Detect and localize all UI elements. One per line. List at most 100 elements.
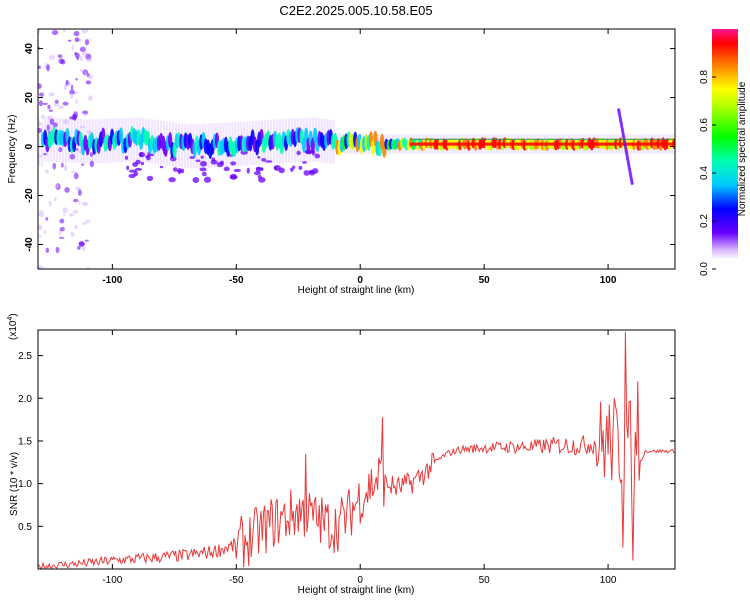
- spectrogram-noise: [68, 116, 75, 120]
- spectrogram-blob: [140, 161, 145, 166]
- spectrogram-blob: [233, 168, 242, 173]
- spectrogram-noise: [38, 154, 42, 158]
- spectrogram-x-tick-label: 50: [479, 275, 491, 286]
- spectrogram-streak: [622, 135, 626, 139]
- spectrogram-noise: [71, 44, 74, 51]
- spectrogram-streak: [628, 169, 632, 173]
- spectrogram-noise: [57, 54, 63, 59]
- spectrogram-blob: [146, 175, 154, 182]
- snr-panel: -100 -50 0 50 100 0.5 1.0 1.5 2.0 2.5 Height of …: [7, 313, 676, 596]
- spectrogram-noise: [82, 50, 88, 56]
- spectrogram-blob: [126, 165, 130, 171]
- spectrogram-panel: -100 -50 0 50 100 -40 -20 0 20 40 Height of stra…: [7, 28, 676, 296]
- spectrogram-noise: [49, 118, 55, 125]
- spectrogram-noise: [78, 201, 81, 205]
- spectrogram-noise: [84, 39, 90, 46]
- spectrogram-noise: [38, 127, 43, 133]
- spectrogram-noise: [48, 200, 52, 207]
- snr-y-tick-label: 2.0: [18, 394, 32, 405]
- spectrogram-noise: [77, 189, 82, 196]
- spectrogram-y-tick-label: 0: [24, 143, 35, 149]
- spectrogram-noise: [86, 58, 93, 62]
- snr-x-axis-label: Height of straight line (km): [298, 585, 415, 596]
- spectrogram-noise: [46, 64, 50, 72]
- spectrogram-blob: [229, 173, 238, 180]
- spectrogram-noise: [73, 198, 79, 203]
- spectrogram-noise: [81, 163, 85, 166]
- spectrogram-noise: [62, 29, 66, 33]
- spectrogram-streak: [622, 140, 627, 144]
- spectrogram-blob: [290, 167, 294, 172]
- spectrogram-streak: [627, 164, 631, 168]
- spectrogram-streak: [624, 147, 628, 151]
- spectrogram-noise: [43, 229, 47, 235]
- svg-text:(x104): (x104): [7, 313, 19, 340]
- spectrogram-streak: [621, 130, 625, 134]
- spectrogram-blob: [314, 153, 321, 159]
- spectrogram-noise: [52, 122, 58, 128]
- snr-plot-area: [38, 330, 675, 569]
- spectrogram-blob: [203, 176, 212, 183]
- spectrogram-noise: [75, 98, 78, 105]
- spectrogram-noise: [63, 84, 68, 91]
- spectrogram-noise: [38, 29, 41, 34]
- colorbar-ticks: 0.0 0.2 0.4 0.6 0.8: [699, 70, 716, 276]
- spectrogram-noise: [85, 219, 91, 223]
- spectrogram-blob: [192, 176, 200, 184]
- spectrogram-blob: [128, 173, 136, 179]
- snr-y-tick-label: 1.0: [18, 479, 32, 490]
- spectrogram-blob: [159, 165, 164, 169]
- colorbar-tick-label: 0.6: [699, 118, 710, 132]
- colorbar-gradient: [712, 29, 738, 269]
- spectrogram-noise: [52, 29, 56, 32]
- spectrogram-noise: [78, 38, 82, 42]
- spectrogram-noise: [86, 266, 90, 269]
- spectrogram-noise: [70, 170, 76, 174]
- spectrogram-noise: [38, 265, 44, 269]
- spectrogram-blob: [149, 153, 155, 157]
- spectrogram-noise: [53, 197, 57, 202]
- spectrogram-streak: [628, 171, 632, 176]
- spectrogram-streak: [623, 144, 628, 149]
- spectrogram-blob: [302, 161, 307, 164]
- spectrogram-frame: [37, 28, 676, 270]
- spectrogram-noise: [89, 160, 95, 168]
- colorbar-tick-label: 0.4: [699, 166, 710, 180]
- spectrogram-noise: [78, 241, 85, 247]
- spectrogram-core: [409, 142, 675, 146]
- snr-y-tick-label: 0.5: [18, 522, 32, 533]
- spectrogram-noise: [38, 210, 45, 218]
- snr-y-tick-label: 2.5: [18, 351, 32, 362]
- spectrogram-streak: [625, 152, 629, 156]
- spectrogram-y-tick-label: 40: [24, 43, 35, 55]
- spectrogram-noise: [38, 224, 43, 231]
- spectrogram-noise: [45, 247, 50, 253]
- spectrogram-blob: [273, 165, 281, 171]
- spectrogram-noise: [70, 84, 74, 91]
- spectrogram-noise: [70, 231, 75, 237]
- spectrogram-blob: [223, 166, 230, 172]
- spectrogram-streak: [625, 154, 629, 158]
- spectrogram-blob: [298, 165, 303, 170]
- spectrogram-noise: [52, 162, 57, 170]
- spectrogram-noise: [70, 92, 74, 100]
- spectrogram-noise: [73, 30, 80, 37]
- spectrogram-streak: [627, 166, 632, 171]
- spectrogram-streak: [630, 181, 634, 185]
- spectrogram-noise: [64, 164, 68, 172]
- spectrogram-marks: [38, 29, 675, 269]
- snr-y-axis-label: SNR (10 * v/v): [9, 452, 20, 516]
- spectrogram-noise: [85, 53, 92, 60]
- spectrogram-streak: [629, 174, 633, 178]
- spectrogram-noise: [75, 77, 78, 81]
- spectrogram-noise: [46, 124, 50, 131]
- spectrogram-noise: [75, 148, 79, 151]
- spectrogram-noise: [65, 79, 69, 86]
- spectrogram-halo: [38, 122, 41, 167]
- snr-y-multiplier-close: ): [8, 313, 19, 316]
- colorbar-tick-label: 0.8: [699, 70, 710, 84]
- spectrogram-noise: [48, 109, 53, 112]
- spectrogram-blob: [258, 177, 266, 183]
- spectrogram-blob: [172, 167, 178, 172]
